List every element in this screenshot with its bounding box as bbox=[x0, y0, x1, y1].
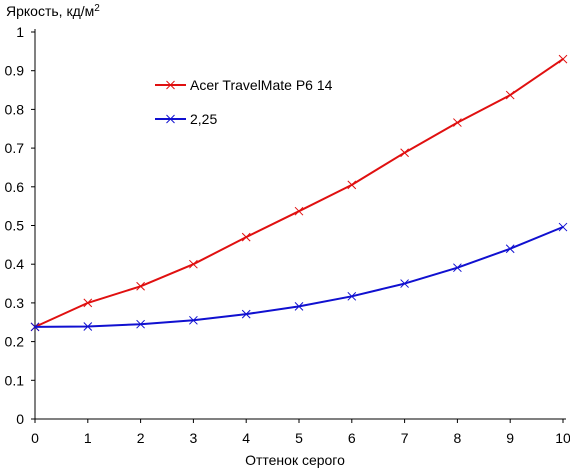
y-tick-label-7: 0.7 bbox=[5, 140, 25, 156]
series-0 bbox=[30, 54, 568, 332]
point-marker-stroke bbox=[294, 206, 304, 216]
legend-swatch-marker-0 bbox=[166, 80, 175, 90]
x-tick-label-4: 4 bbox=[242, 430, 250, 446]
x-tick-label-0: 0 bbox=[31, 430, 39, 446]
legend-item-1: 2,25 bbox=[155, 111, 217, 127]
x-tick-label-1: 1 bbox=[84, 430, 92, 446]
x-tick-label-10: 10 bbox=[555, 430, 570, 446]
point-marker-stroke bbox=[558, 222, 568, 232]
point-marker-stroke bbox=[30, 322, 40, 332]
axes: 00.10.20.30.40.50.60.70.80.910 1 2 3 4 5 6 7 8 9 1… bbox=[5, 24, 570, 446]
series-layer bbox=[30, 54, 568, 332]
x-tick-label-7: 7 bbox=[401, 430, 409, 446]
series-1-point-9 bbox=[505, 244, 515, 254]
series-0-point-2 bbox=[136, 281, 145, 291]
point-marker-stroke bbox=[453, 263, 462, 273]
y-axis-title-superscript: 2 bbox=[94, 3, 100, 14]
x-tick-label-9: 9 bbox=[506, 430, 514, 446]
series-0-point-10 bbox=[558, 54, 568, 64]
x-tick-label-8: 8 bbox=[454, 430, 462, 446]
point-marker-stroke bbox=[136, 319, 145, 329]
series-1-point-0 bbox=[30, 322, 40, 332]
y-tick-label-1: 0.1 bbox=[5, 372, 25, 388]
x-tick-label-5: 5 bbox=[295, 430, 303, 446]
series-0-point-3 bbox=[189, 259, 198, 269]
y-tick-label-9: 0.9 bbox=[5, 63, 25, 79]
y-tick-label-10: 1 bbox=[16, 24, 24, 40]
y-tick-label-2: 0.2 bbox=[5, 334, 25, 350]
series-0-point-1 bbox=[83, 298, 93, 308]
y-axis-title-text: Яркость, кд/м bbox=[6, 3, 94, 19]
point-marker-stroke bbox=[241, 232, 251, 242]
series-0-point-6 bbox=[347, 180, 357, 190]
series-1-point-4 bbox=[241, 309, 251, 319]
series-1-point-7 bbox=[400, 279, 409, 288]
series-0-point-7 bbox=[400, 148, 409, 158]
legend: Acer TravelMate P6 14 2,25 bbox=[155, 77, 333, 127]
point-marker-stroke bbox=[347, 291, 357, 301]
series-0-point-9 bbox=[505, 90, 515, 100]
series-0-line bbox=[34, 58, 564, 328]
series-1-point-6 bbox=[347, 291, 357, 301]
series-1-point-1 bbox=[83, 322, 93, 331]
x-axis-title: Оттенок серого bbox=[245, 452, 345, 468]
point-marker-stroke bbox=[400, 148, 409, 158]
series-1-point-2 bbox=[136, 319, 145, 329]
series-1-point-8 bbox=[453, 263, 462, 273]
legend-label-1: 2,25 bbox=[190, 111, 217, 127]
point-marker-stroke bbox=[83, 298, 93, 308]
series-0-point-5 bbox=[294, 206, 304, 216]
legend-item-0: Acer TravelMate P6 14 bbox=[155, 77, 333, 93]
y-tick-label-5: 0.5 bbox=[5, 218, 25, 234]
y-tick-label-4: 0.4 bbox=[5, 256, 25, 272]
point-marker-stroke bbox=[241, 309, 251, 319]
y-tick-label-6: 0.6 bbox=[5, 179, 25, 195]
series-0-point-4 bbox=[241, 232, 251, 242]
x-tick-label-6: 6 bbox=[348, 430, 356, 446]
x-tick-label-3: 3 bbox=[190, 430, 198, 446]
y-tick-label-3: 0.3 bbox=[5, 295, 25, 311]
series-1-point-5 bbox=[294, 302, 304, 311]
point-marker-stroke bbox=[453, 118, 462, 127]
y-tick-label-0: 0 bbox=[16, 411, 24, 427]
series-1-point-10 bbox=[558, 222, 568, 232]
series-1 bbox=[30, 222, 568, 332]
point-marker-stroke bbox=[294, 302, 304, 311]
y-axis-title: Яркость, кд/м2 bbox=[6, 3, 100, 19]
series-1-point-3 bbox=[189, 315, 198, 325]
point-marker-stroke bbox=[83, 322, 93, 331]
point-marker-stroke bbox=[189, 315, 198, 325]
legend-label-0: Acer TravelMate P6 14 bbox=[190, 77, 333, 93]
point-marker-stroke bbox=[136, 281, 145, 291]
point-marker-stroke bbox=[505, 244, 515, 254]
point-marker-stroke bbox=[505, 90, 515, 100]
point-marker-stroke bbox=[189, 259, 198, 269]
legend-swatch-marker-1 bbox=[166, 114, 175, 124]
point-marker-stroke bbox=[558, 54, 568, 64]
series-1-line bbox=[34, 226, 564, 328]
x-tick-label-2: 2 bbox=[137, 430, 145, 446]
point-marker-stroke bbox=[347, 180, 357, 190]
y-tick-label-8: 0.8 bbox=[5, 101, 25, 117]
series-0-point-8 bbox=[453, 118, 462, 127]
point-marker-stroke bbox=[400, 279, 409, 288]
